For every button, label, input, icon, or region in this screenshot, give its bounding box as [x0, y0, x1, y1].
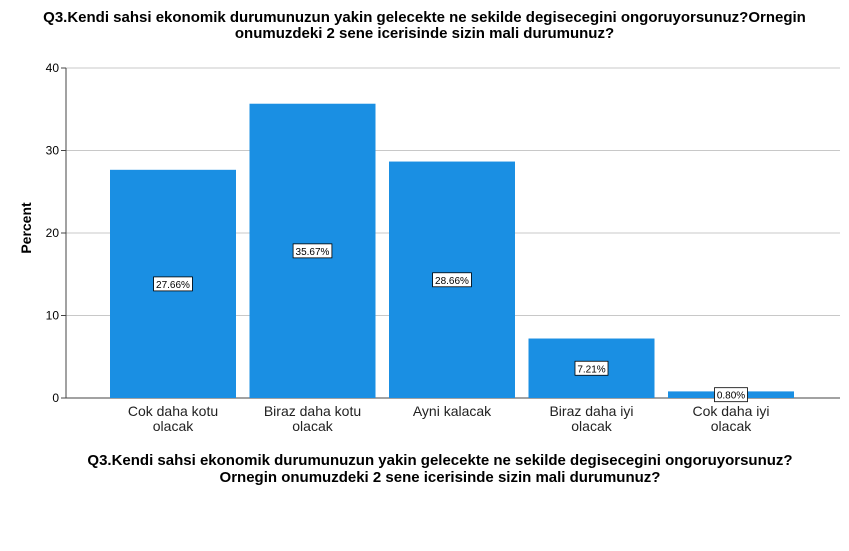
data-label: 35.67% [296, 247, 330, 258]
data-label: 27.66% [156, 280, 190, 291]
y-tick-label: 20 [46, 226, 60, 240]
y-tick-label: 10 [46, 309, 60, 323]
category-label: olacak [153, 418, 194, 434]
category-label: Ayni kalacak [413, 403, 492, 419]
data-label-box [153, 276, 193, 292]
chart-title-line-1: Q3.Kendi sahsi ekonomik durumunuzun yaki… [43, 9, 806, 26]
y-tick-label: 0 [52, 391, 59, 405]
data-label: 28.66% [435, 276, 469, 287]
data-label-box [714, 387, 748, 403]
y-tick-label: 30 [46, 144, 60, 158]
x-axis-title-line-1: Q3.Kendi sahsi ekonomik durumunuzun yaki… [87, 452, 793, 469]
category-label: Cok daha kotu [128, 403, 218, 419]
data-label: 7.21% [577, 364, 605, 375]
category-label: olacak [711, 418, 752, 434]
data-label: 0.80% [717, 391, 745, 402]
category-label: Biraz daha iyi [549, 403, 633, 419]
data-label-box [574, 360, 609, 376]
y-axis-title: Percent [18, 202, 34, 254]
category-label: Cok daha iyi [692, 403, 769, 419]
chart-title-line-2: onumuzdeki 2 sene icerisinde sizin mali … [234, 25, 615, 42]
category-label: Biraz daha kotu [264, 403, 361, 419]
data-label-box [432, 272, 472, 288]
chart-title: Q3.Kendi sahsi ekonomik durumunuzun yaki… [0, 10, 849, 42]
category-label: olacak [571, 418, 612, 434]
x-axis-title-line-2: Ornegin onumuzdeki 2 sene icerisinde siz… [219, 469, 661, 486]
x-axis-title: Q3.Kendi sahsi ekonomik durumunuzun yaki… [40, 452, 840, 486]
y-tick-label: 40 [46, 61, 60, 75]
category-label: olacak [292, 418, 333, 434]
data-label-box [292, 243, 333, 259]
